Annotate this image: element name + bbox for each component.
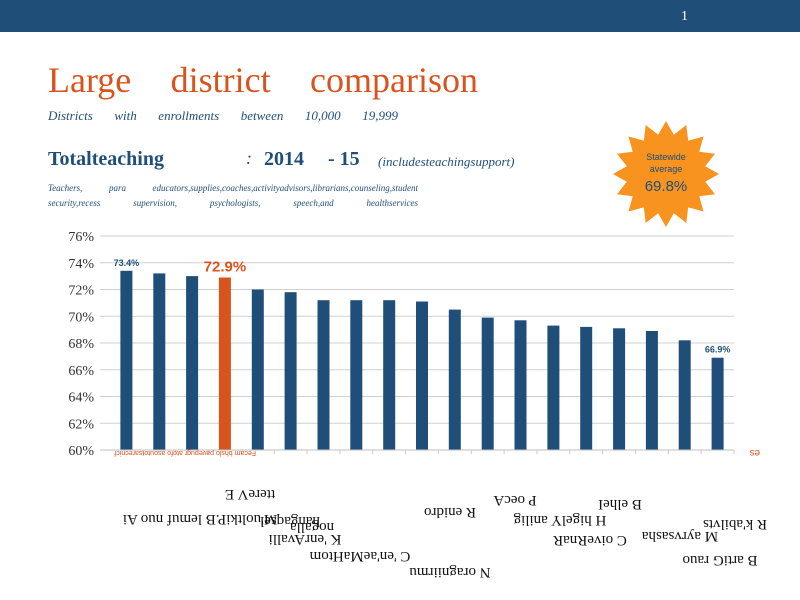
bar xyxy=(678,340,691,450)
bar xyxy=(218,277,231,450)
subtitle-word: 10,000 xyxy=(304,108,341,123)
heading-colon: : xyxy=(246,148,252,168)
title-word: comparison xyxy=(310,60,478,100)
y-tick-label: 62% xyxy=(68,417,94,432)
bar xyxy=(153,273,166,450)
statewide-label: Statewide xyxy=(646,152,686,162)
detail-word: Teachers, xyxy=(48,183,83,193)
x-label: B artiG rauo xyxy=(683,552,758,568)
x-label: C 'en'aeMaHtom xyxy=(309,548,410,564)
bar xyxy=(711,357,724,450)
page-title: Large district comparison xyxy=(48,58,478,102)
statewide-value: 69.8% xyxy=(645,178,688,195)
subtitle-word: 19,999 xyxy=(362,108,398,123)
bar xyxy=(481,317,494,450)
detail-word: supervision, xyxy=(133,198,177,208)
subtitle-word: Districts xyxy=(48,108,93,123)
bar xyxy=(448,309,461,450)
top-bar: 1 xyxy=(0,0,800,32)
bar xyxy=(514,320,527,450)
x-label: nogalla xyxy=(290,519,334,535)
heading-note: (includesteachingsupport) xyxy=(378,154,515,169)
detail-word: psychologists, xyxy=(209,198,261,208)
bar xyxy=(120,270,133,450)
bar xyxy=(547,325,560,450)
bar xyxy=(350,300,363,450)
x-label: K 'enrAvalli xyxy=(269,531,342,547)
x-label: B elheI xyxy=(598,496,642,512)
y-tick-label: 76% xyxy=(68,230,94,245)
x-label: ttereV E xyxy=(225,486,275,502)
title-word: district xyxy=(170,60,271,100)
bar xyxy=(645,331,658,450)
bar xyxy=(383,300,396,450)
x-label: H higelY anilig xyxy=(513,512,606,528)
x-label: M'uoltkiP.B lemuf nuo Ai xyxy=(123,511,277,527)
heading-main: Totalteaching xyxy=(48,148,164,170)
bar xyxy=(580,326,593,450)
x-label: P oecA xyxy=(493,492,536,508)
y-tick-label: 74% xyxy=(68,257,94,272)
title-word: Large xyxy=(48,60,132,100)
average-label: average xyxy=(650,164,683,174)
detail-word: speech,and xyxy=(293,198,334,208)
statewide-average-badge: Statewide average 69.8% xyxy=(613,121,719,227)
heading-year-start: 2014 xyxy=(264,148,304,170)
bar xyxy=(186,276,199,450)
bar xyxy=(416,301,428,450)
y-tick-label: 70% xyxy=(68,310,94,325)
x-label: R k'abilvts xyxy=(703,516,767,532)
x-label: M ayrvsasha xyxy=(642,528,719,544)
chart-heading: Totalteaching 2014 : - 15 (includesteach… xyxy=(48,148,518,174)
x-label: N oragniirmu xyxy=(409,564,491,580)
heading-year-end: - 15 xyxy=(328,148,360,170)
chart-footnote-right: es xyxy=(749,447,760,458)
x-label: C oiveRnaR xyxy=(553,532,627,548)
detail-word: healthservices xyxy=(366,198,418,208)
slide-number: 1 xyxy=(681,9,688,24)
chart-footnote-left: Fecam bhslo pavepugr atofo asoutotsarecn… xyxy=(114,449,256,456)
x-label: hangaqsel xyxy=(260,513,320,529)
bar xyxy=(613,328,626,450)
detail-line-2: security,recess supervision, psychologis… xyxy=(48,196,418,211)
data-label: 72.9% xyxy=(204,258,247,275)
data-label: 73.4% xyxy=(114,258,140,268)
y-tick-label: 64% xyxy=(68,391,94,406)
data-label: 66.9% xyxy=(705,345,731,355)
subtitle-word: with xyxy=(114,108,137,123)
bar xyxy=(251,289,264,450)
y-tick-label: 66% xyxy=(68,364,94,379)
subtitle: Districts with enrollments between 10,00… xyxy=(48,108,398,124)
category-detail: Teachers, para educators,supplies,coache… xyxy=(48,181,418,211)
detail-line-1: Teachers, para educators,supplies,coache… xyxy=(48,181,418,196)
starburst-shape xyxy=(613,121,719,227)
bar xyxy=(317,300,330,450)
y-tick-label: 72% xyxy=(68,284,94,299)
detail-word: security,recess xyxy=(48,198,101,208)
y-tick-label: 60% xyxy=(68,444,94,459)
detail-word: educators,supplies,coaches,activityadvis… xyxy=(152,183,418,193)
detail-word: para xyxy=(108,183,126,193)
y-tick-label: 68% xyxy=(68,337,94,352)
x-label: R enidro xyxy=(424,504,476,520)
bar xyxy=(284,292,297,450)
subtitle-word: enrollments xyxy=(158,108,220,123)
subtitle-word: between xyxy=(240,108,284,123)
